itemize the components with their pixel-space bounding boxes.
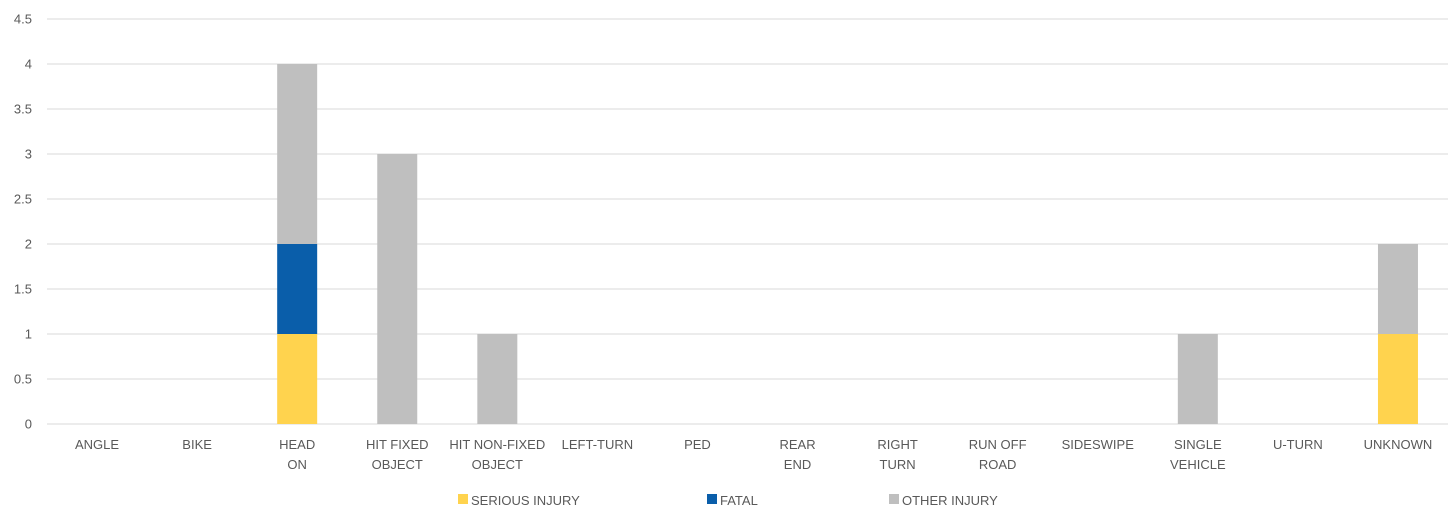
legend-swatch — [458, 494, 468, 504]
y-tick-label: 0.5 — [14, 372, 32, 387]
y-axis-ticks: 0 0.5 1 1.5 2 2.5 3 3.5 4 4.5 — [14, 12, 32, 432]
bar-segment — [1377, 334, 1418, 424]
x-tick-label: BIKE — [182, 437, 212, 452]
bar-segment — [377, 154, 418, 424]
x-tick-label: HIT NON-FIXED OBJECT — [449, 437, 545, 472]
y-tick-label: 2.5 — [14, 192, 32, 207]
bar-segment — [277, 244, 318, 334]
y-tick-label: 3 — [25, 147, 32, 162]
x-tick-label: SIDESWIPE — [1062, 437, 1135, 452]
bar-segment — [1177, 334, 1218, 424]
y-tick-label: 4 — [25, 57, 32, 72]
x-tick-label: RUN OFF ROAD — [969, 437, 1027, 472]
y-tick-label: 2 — [25, 237, 32, 252]
gridlines — [47, 18, 1448, 425]
x-tick-label: ANGLE — [75, 437, 119, 452]
y-tick-label: 0 — [25, 417, 32, 432]
legend-swatch — [707, 494, 717, 504]
legend-label: OTHER INJURY — [902, 493, 998, 508]
bar-segment — [277, 334, 318, 424]
x-tick-label: SINGLE VEHICLE — [1170, 437, 1226, 472]
y-tick-label: 1.5 — [14, 282, 32, 297]
legend: SERIOUS INJURY FATAL OTHER INJURY — [458, 493, 998, 508]
x-tick-label: RIGHT TURN — [877, 437, 918, 472]
x-tick-label: HEAD ON — [279, 437, 315, 472]
y-tick-label: 1 — [25, 327, 32, 342]
x-tick-label: PED — [684, 437, 711, 452]
x-tick-label: UNKNOWN — [1364, 437, 1433, 452]
y-tick-label: 4.5 — [14, 12, 32, 27]
legend-label: SERIOUS INJURY — [471, 493, 580, 508]
bar-segment — [277, 64, 318, 244]
y-tick-label: 3.5 — [14, 102, 32, 117]
bar-segment — [1377, 244, 1418, 334]
x-tick-label: REAR END — [779, 437, 815, 472]
bar-segment — [477, 334, 518, 424]
x-tick-label: LEFT-TURN — [562, 437, 634, 452]
bars — [277, 64, 1418, 424]
x-tick-label: U-TURN — [1273, 437, 1323, 452]
x-axis-ticks: ANGLE BIKE HEAD ON HIT FIXED OBJECT HIT NON-FI… — [75, 437, 1432, 472]
x-tick-label: HIT FIXED OBJECT — [366, 437, 429, 472]
legend-label: FATAL — [720, 493, 758, 508]
legend-swatch — [889, 494, 899, 504]
